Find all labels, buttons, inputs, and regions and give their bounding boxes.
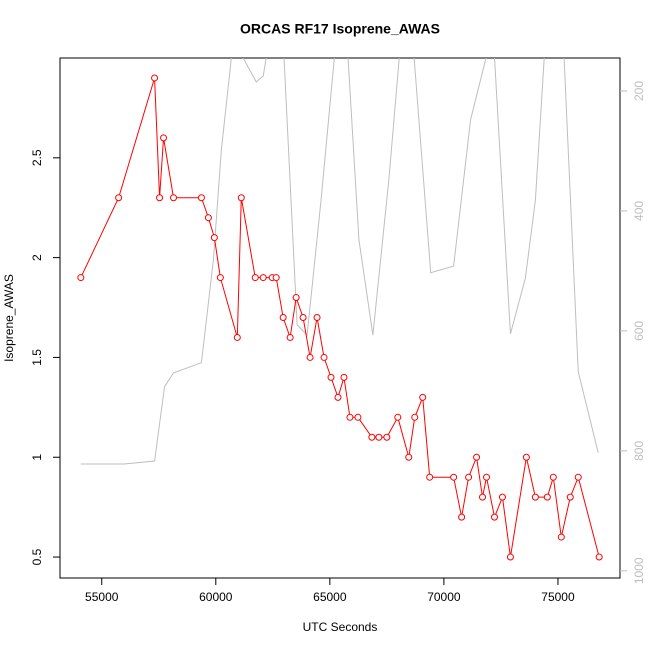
point — [286, 333, 294, 341]
point — [354, 413, 362, 421]
y2-tick-label: 600 — [632, 321, 646, 341]
y2-tick-label: 200 — [632, 81, 646, 101]
point — [320, 353, 328, 361]
point — [483, 473, 491, 481]
point — [151, 74, 159, 82]
point — [473, 453, 481, 461]
point — [531, 493, 539, 501]
point — [197, 194, 205, 202]
point — [566, 493, 574, 501]
point — [557, 533, 565, 541]
y-tick-label: 0.5 — [30, 548, 44, 565]
point — [549, 473, 557, 481]
plot-area — [77, 58, 603, 561]
point — [292, 294, 300, 302]
x-tick-label: 55000 — [85, 590, 119, 604]
point — [450, 473, 458, 481]
point — [543, 493, 551, 501]
point — [160, 134, 168, 142]
point — [405, 453, 413, 461]
point — [574, 473, 582, 481]
point — [272, 274, 280, 282]
point — [340, 373, 348, 381]
point — [426, 473, 434, 481]
point — [490, 513, 498, 521]
point — [522, 453, 530, 461]
point — [204, 214, 212, 222]
point — [458, 513, 466, 521]
point — [170, 194, 178, 202]
y-tick-label: 1.5 — [30, 349, 44, 366]
y-tick-label: 2.5 — [30, 149, 44, 166]
point — [383, 433, 391, 441]
x-tick-label: 65000 — [313, 590, 347, 604]
point — [77, 274, 85, 282]
point — [115, 194, 123, 202]
y2-tick-label: 800 — [632, 441, 646, 461]
point — [237, 194, 245, 202]
series-line — [80, 58, 599, 465]
point — [251, 274, 259, 282]
point — [368, 433, 376, 441]
y-tick-label: 2 — [30, 254, 44, 261]
point — [465, 473, 473, 481]
point — [419, 393, 427, 401]
x-tick-label: 70000 — [427, 590, 461, 604]
y2-tick-label: 400 — [632, 201, 646, 221]
y-axis-label: Isoprene_AWAS — [2, 274, 16, 362]
point — [479, 493, 487, 501]
point — [216, 274, 224, 282]
x-tick-label: 75000 — [541, 590, 575, 604]
series-line — [80, 77, 600, 558]
point — [394, 413, 402, 421]
point — [156, 194, 164, 202]
point — [279, 314, 287, 322]
y-tick-label: 1 — [30, 454, 44, 461]
x-tick-label: 60000 — [199, 590, 233, 604]
point — [375, 433, 383, 441]
point — [595, 553, 603, 561]
point — [313, 314, 321, 322]
point — [346, 413, 354, 421]
point — [327, 373, 335, 381]
x-axis-label: UTC Seconds — [303, 620, 378, 634]
point — [233, 333, 241, 341]
point — [259, 274, 267, 282]
chart-title: ORCAS RF17 Isoprene_AWAS — [240, 21, 440, 37]
point — [498, 493, 506, 501]
point — [411, 413, 419, 421]
point — [210, 234, 218, 242]
plot-frame — [59, 57, 621, 579]
point — [299, 314, 307, 322]
y2-tick-label: 1000 — [632, 557, 646, 584]
point — [306, 353, 314, 361]
point — [334, 393, 342, 401]
point — [506, 553, 514, 561]
